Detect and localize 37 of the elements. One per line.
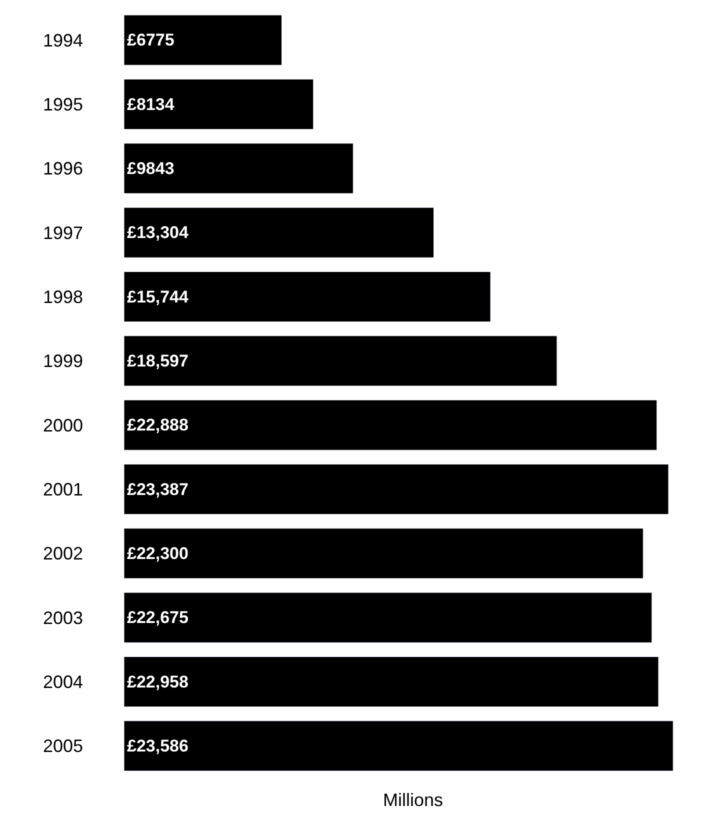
data-label: £22,675 bbox=[127, 608, 188, 628]
bar bbox=[124, 14, 282, 66]
data-label: £22,300 bbox=[127, 544, 188, 563]
bar bbox=[124, 720, 674, 772]
y-tick-label: 2004 bbox=[42, 672, 83, 692]
bar bbox=[124, 528, 644, 579]
y-tick-label: 1995 bbox=[42, 94, 83, 115]
data-label: £9843 bbox=[127, 158, 174, 178]
y-tick-label: 1996 bbox=[42, 158, 83, 179]
y-tick-label: 1999 bbox=[42, 351, 83, 372]
y-tick-label: 1997 bbox=[42, 222, 83, 243]
bar bbox=[124, 78, 314, 130]
data-label: £22,888 bbox=[127, 416, 188, 435]
bar bbox=[124, 143, 354, 194]
data-label: £8134 bbox=[127, 94, 175, 114]
bar bbox=[124, 592, 652, 643]
x-axis-title: Millions bbox=[382, 790, 444, 810]
data-label: £13,304 bbox=[127, 223, 189, 242]
y-tick-label: 2001 bbox=[42, 480, 83, 500]
data-label: £18,597 bbox=[127, 351, 188, 370]
data-label: £15,744 bbox=[127, 287, 189, 306]
y-tick-label: 2005 bbox=[42, 736, 83, 756]
data-label: £22,958 bbox=[127, 672, 188, 692]
data-label: £23,387 bbox=[127, 480, 188, 499]
bar bbox=[124, 400, 658, 450]
y-tick-label: 1994 bbox=[42, 30, 83, 50]
y-tick-label: 1998 bbox=[42, 287, 83, 308]
data-label: £6775 bbox=[127, 30, 174, 50]
bar bbox=[124, 464, 669, 515]
y-tick-label: 2000 bbox=[42, 415, 83, 436]
y-tick-label: 2003 bbox=[42, 608, 83, 628]
bar bbox=[124, 336, 558, 386]
bar bbox=[124, 271, 491, 322]
bar bbox=[124, 656, 659, 708]
data-label: £23,586 bbox=[127, 736, 188, 756]
bar bbox=[124, 207, 434, 258]
y-tick-label: 2002 bbox=[42, 544, 83, 564]
